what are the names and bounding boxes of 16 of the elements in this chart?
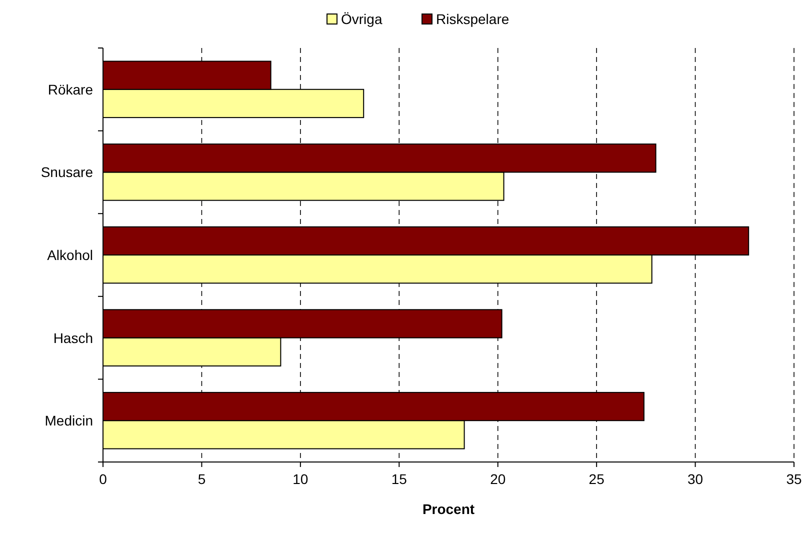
x-tick-label: 30 [687, 471, 704, 487]
y-tick-label: Snusare [40, 164, 94, 180]
x-tick-label: 15 [391, 471, 408, 487]
y-tick-label: Hasch [53, 330, 93, 346]
x-tick-label: 10 [292, 471, 308, 487]
x-tick-label: 5 [198, 471, 206, 487]
x-tick-label: 35 [786, 471, 802, 487]
x-tick-label: 20 [490, 471, 506, 487]
x-axis-title: Procent [422, 501, 475, 517]
y-tick-label: Medicin [44, 412, 93, 429]
y-tick-label: Alkohol [47, 247, 93, 263]
legend-label: Övriga [341, 11, 382, 27]
x-tick-label: 25 [588, 471, 605, 487]
y-tick-label: Rökare [48, 81, 94, 98]
x-tick-label: 0 [99, 471, 108, 487]
legend-label: Riskspelare [436, 11, 510, 27]
